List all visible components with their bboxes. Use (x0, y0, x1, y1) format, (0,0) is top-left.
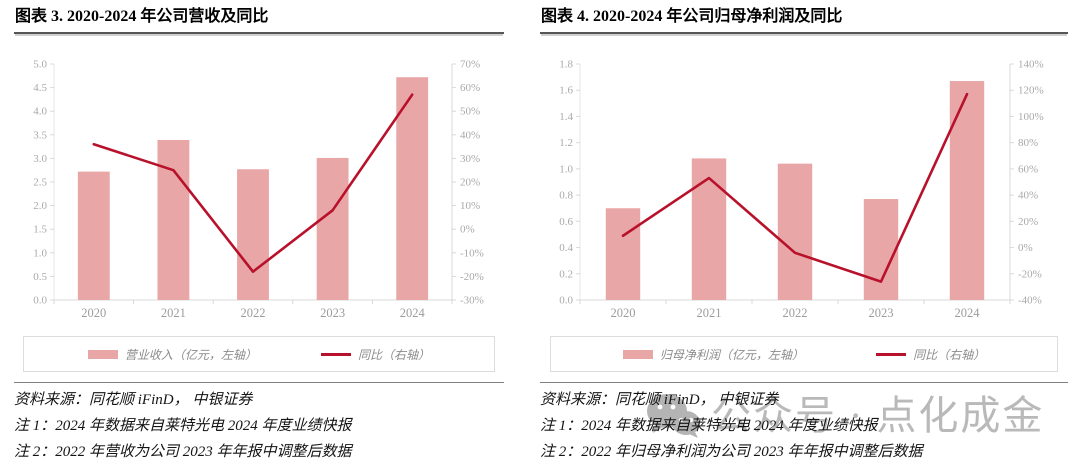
svg-text:1.8: 1.8 (559, 59, 573, 71)
svg-text:-20%: -20% (460, 271, 484, 283)
svg-text:20%: 20% (1018, 216, 1038, 228)
svg-text:2.0: 2.0 (33, 200, 47, 212)
legend-label-revenue: 营业收入（亿元，左轴） (124, 347, 257, 362)
svg-text:1.4: 1.4 (559, 111, 573, 123)
svg-text:4.5: 4.5 (33, 82, 47, 94)
legend-item-net-profit-bar: 归母净利润（亿元，左轴） (622, 346, 804, 363)
svg-text:0.5: 0.5 (33, 271, 47, 283)
svg-text:2021: 2021 (161, 306, 186, 320)
svg-text:0%: 0% (1018, 242, 1033, 254)
watermark: 公众号 · 点化成金 (645, 390, 1044, 442)
svg-text:0%: 0% (460, 224, 475, 236)
svg-text:2.5: 2.5 (33, 177, 47, 189)
net-profit-legend: 归母净利润（亿元，左轴） 同比（右轴） (549, 336, 1059, 372)
svg-text:-30%: -30% (460, 295, 484, 307)
net-profit-panel: 图表 4. 2020-2024 年公司归母净利润及同比 0.0 0.2 0.4 0.6… (540, 6, 1068, 465)
svg-text:2020: 2020 (81, 306, 106, 320)
svg-text:10%: 10% (460, 200, 480, 212)
svg-text:60%: 60% (460, 82, 480, 94)
svg-text:120%: 120% (1018, 85, 1044, 97)
svg-text:1.6: 1.6 (559, 85, 573, 97)
svg-text:0.2: 0.2 (559, 268, 573, 280)
note-1: 注 1：2024 年数据来自莱特光电 2024 年度业绩快报 (14, 418, 352, 434)
legend-item-revenue-bar: 营业收入（亿元，左轴） (87, 346, 257, 363)
svg-text:5.0: 5.0 (33, 59, 47, 71)
svg-text:2021: 2021 (697, 306, 722, 320)
bar-swatch-icon (622, 349, 653, 359)
footer-divider (14, 382, 504, 383)
svg-text:2024: 2024 (400, 306, 426, 320)
net-profit-footer: 资料来源：同花顺 iFinD， 中银证券 注 1：2024 年数据来自莱特光电 … (540, 387, 1068, 465)
svg-text:1.0: 1.0 (559, 163, 573, 175)
line-swatch-icon (876, 352, 907, 356)
legend-item-yoy-line: 同比（右轴） (321, 346, 430, 363)
source-text: 资料来源：同花顺 iFinD， 中银证券 (540, 392, 779, 408)
note-2: 注 2：2022 年归母净利润为公司 2023 年年报中调整后数据 (540, 444, 923, 460)
wechat-icon (647, 394, 700, 438)
note-2: 注 2：2022 年营收为公司 2023 年年报中调整后数据 (14, 444, 352, 460)
legend-label-yoy: 同比（右轴） (913, 347, 986, 362)
svg-text:20%: 20% (460, 177, 480, 189)
svg-text:0.0: 0.0 (559, 295, 573, 307)
svg-text:80%: 80% (1018, 137, 1038, 149)
revenue-panel: 图表 3. 2020-2024 年公司营收及同比 0.0 0.5 1.0 1.5 2.0… (14, 6, 504, 465)
svg-text:2022: 2022 (783, 306, 808, 320)
svg-text:1.0: 1.0 (33, 247, 47, 259)
watermark-text: 公众号 · 点化成金 (711, 393, 1045, 438)
svg-text:-10%: -10% (460, 247, 484, 259)
revenue-legend: 营业收入（亿元，左轴） 同比（右轴） (22, 336, 496, 372)
legend-item-yoy-line: 同比（右轴） (876, 346, 985, 363)
svg-text:2023: 2023 (320, 306, 345, 320)
svg-text:2024: 2024 (955, 306, 981, 320)
svg-text:30%: 30% (460, 153, 480, 165)
svg-text:3.0: 3.0 (33, 153, 47, 165)
svg-text:1.5: 1.5 (33, 224, 47, 236)
svg-text:-40%: -40% (1018, 295, 1042, 307)
source-text: 资料来源：同花顺 iFinD， 中银证券 (14, 392, 253, 408)
note-1: 注 1：2024 年数据来自莱特光电 2024 年度业绩快报 (540, 418, 878, 434)
svg-text:1.2: 1.2 (559, 137, 573, 149)
svg-text:3.5: 3.5 (33, 129, 47, 141)
footer-divider (540, 382, 1068, 383)
net-profit-chart: 0.0 0.2 0.4 0.6 0.8 1.0 1.2 1.4 1.6 1.8 -40% -20% 0%… (559, 59, 1044, 321)
svg-text:2023: 2023 (869, 306, 894, 320)
net-profit-chart-title: 图表 4. 2020-2024 年公司归母净利润及同比 (540, 6, 1068, 34)
svg-text:40%: 40% (460, 129, 480, 141)
svg-text:50%: 50% (460, 106, 480, 118)
line-swatch-icon (321, 352, 352, 356)
svg-text:4.0: 4.0 (33, 106, 47, 118)
revenue-chart: 0.0 0.5 1.0 1.5 2.0 2.5 3.0 3.5 4.0 4.5 5.0 -30% -20… (33, 59, 484, 321)
revenue-chart-title: 图表 3. 2020-2024 年公司营收及同比 (14, 6, 504, 34)
revenue-footer: 资料来源：同花顺 iFinD， 中银证券 注 1：2024 年数据来自莱特光电 … (14, 387, 504, 465)
legend-label-yoy: 同比（右轴） (358, 347, 431, 362)
svg-text:0.8: 0.8 (559, 190, 573, 202)
svg-text:140%: 140% (1018, 59, 1044, 71)
svg-text:0.0: 0.0 (33, 295, 47, 307)
svg-text:2020: 2020 (611, 306, 636, 320)
svg-text:100%: 100% (1018, 111, 1044, 123)
svg-text:60%: 60% (1018, 163, 1038, 175)
svg-text:0.6: 0.6 (559, 216, 573, 228)
svg-text:-20%: -20% (1018, 268, 1042, 280)
legend-label-net-profit: 归母净利润（亿元，左轴） (659, 347, 804, 362)
svg-text:0.4: 0.4 (559, 242, 573, 254)
svg-text:70%: 70% (460, 59, 480, 71)
svg-text:40%: 40% (1018, 190, 1038, 202)
bar-swatch-icon (87, 349, 118, 359)
svg-text:2022: 2022 (241, 306, 266, 320)
